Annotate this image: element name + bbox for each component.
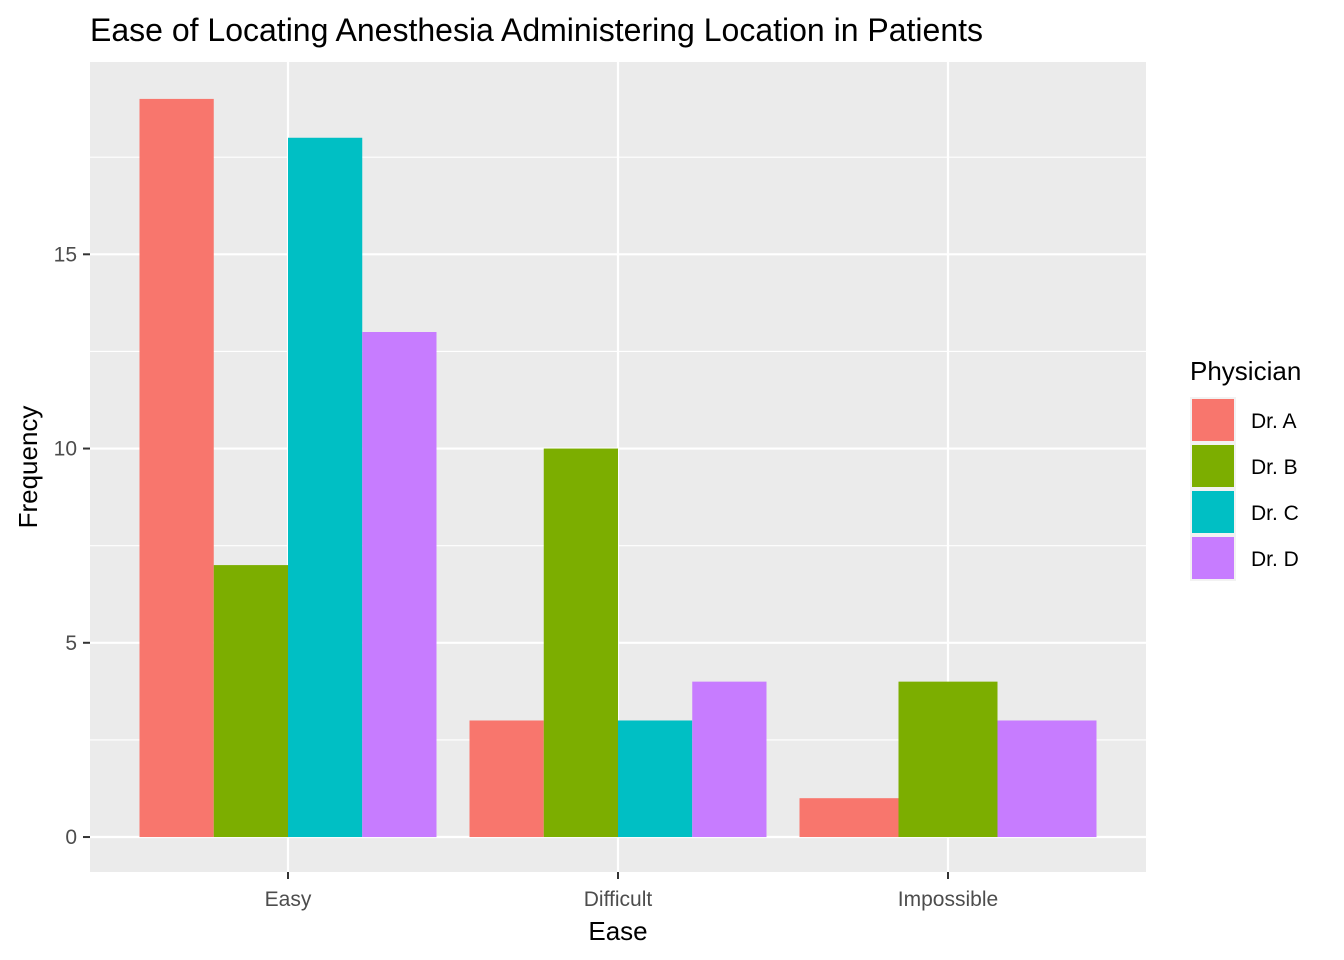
legend-label-dr-b: Dr. B bbox=[1251, 456, 1298, 479]
legend-swatch-dr-d bbox=[1192, 537, 1234, 579]
bar-dr-b-easy bbox=[213, 565, 288, 838]
bar-dr-b-impossible bbox=[898, 681, 998, 838]
x-axis-title: Ease bbox=[588, 916, 647, 946]
legend-title: Physician bbox=[1190, 356, 1301, 386]
legend-swatch-dr-b bbox=[1192, 445, 1234, 487]
legend: Physician Dr. A Dr. B Dr. C Dr. D bbox=[1190, 356, 1301, 581]
chart-title: Ease of Locating Anesthesia Administerin… bbox=[90, 12, 983, 48]
legend-label-dr-d: Dr. D bbox=[1251, 548, 1299, 571]
legend-swatch-dr-c bbox=[1192, 491, 1234, 533]
legend-swatch-dr-a bbox=[1192, 399, 1234, 441]
legend-label-dr-a: Dr. A bbox=[1251, 410, 1297, 433]
y-tick-label: 15 bbox=[54, 243, 77, 266]
bar-dr-a-easy bbox=[139, 98, 214, 838]
y-tick-label: 0 bbox=[65, 826, 77, 849]
y-axis-title: Frequency bbox=[13, 406, 43, 529]
y-tick-label: 5 bbox=[65, 632, 77, 655]
bar-dr-d-easy bbox=[362, 332, 437, 838]
bar-dr-d-impossible bbox=[997, 720, 1097, 838]
bar-dr-a-difficult bbox=[469, 720, 544, 838]
x-tick-label: Easy bbox=[265, 888, 312, 911]
legend-label-dr-c: Dr. C bbox=[1251, 502, 1299, 525]
x-tick-label: Impossible bbox=[898, 888, 998, 911]
bar-dr-d-difficult bbox=[692, 681, 767, 838]
bar-dr-b-difficult bbox=[543, 448, 618, 838]
axes: 0 5 10 15 Easy Difficult Impossible bbox=[54, 243, 999, 911]
bar-dr-c-difficult bbox=[618, 720, 693, 838]
bar-dr-c-easy bbox=[288, 137, 363, 838]
x-tick-label: Difficult bbox=[584, 888, 653, 911]
bars bbox=[139, 98, 1097, 838]
bar-dr-a-impossible bbox=[799, 798, 899, 838]
y-tick-label: 10 bbox=[54, 438, 77, 461]
